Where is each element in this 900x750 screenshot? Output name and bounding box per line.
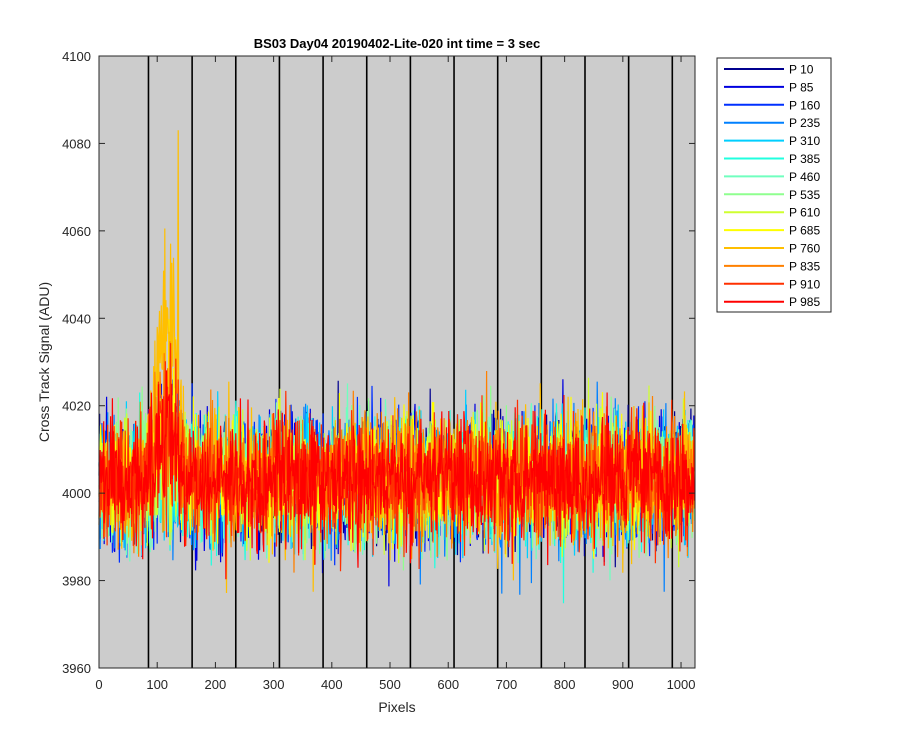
x-tick-label-4: 400 [321, 677, 343, 692]
x-tick-label-5: 500 [379, 677, 401, 692]
legend-label-p-610: P 610 [789, 206, 820, 220]
legend: P 10 P 85 P 160 P 235 P 310 P 385 P 460 P 535 P … [716, 57, 832, 313]
y-tick-label-2: 4000 [62, 486, 91, 501]
y-tick-label-0: 3960 [62, 661, 91, 676]
y-tick-labels: 3960 3980 4000 4020 4040 4060 4080 4100 [62, 49, 91, 676]
plot-background [99, 56, 695, 668]
legend-label-p-760: P 760 [789, 242, 820, 256]
legend-label-p-160: P 160 [789, 98, 820, 112]
legend-label-p-310: P 310 [789, 134, 820, 148]
x-tick-labels: 0 100 200 300 400 500 600 700 800 900 1000 [95, 677, 695, 692]
y-tick-label-7: 4100 [62, 49, 91, 64]
y-tick-label-1: 3980 [62, 574, 91, 589]
x-tick-label-3: 300 [263, 677, 285, 692]
x-axis-label: Pixels [378, 699, 415, 715]
x-tick-label-7: 700 [496, 677, 518, 692]
legend-label-p-10: P 10 [789, 63, 814, 77]
legend-label-p-535: P 535 [789, 188, 820, 202]
y-axis-label: Cross Track Signal (ADU) [36, 282, 52, 442]
vertical-markers [147, 56, 674, 668]
x-tick-label-9: 900 [612, 677, 634, 692]
x-tick-label-2: 200 [205, 677, 227, 692]
x-tick-label-10: 1000 [667, 677, 696, 692]
series-line-p-985 [98, 370, 695, 580]
legend-label-p-910: P 910 [789, 277, 820, 291]
legend-label-p-835: P 835 [789, 259, 820, 273]
y-tick-label-3: 4020 [62, 399, 91, 414]
chart-title: BS03 Day04 20190402-Lite-020 int time = … [254, 36, 541, 51]
x-tick-label-8: 800 [554, 677, 576, 692]
y-tick-label-4: 4040 [62, 311, 91, 326]
axis-ticks [98, 55, 695, 669]
legend-label-p-460: P 460 [789, 170, 820, 184]
x-tick-label-1: 100 [146, 677, 168, 692]
x-tick-label-6: 600 [437, 677, 459, 692]
x-tick-label-0: 0 [95, 677, 102, 692]
legend-label-p-235: P 235 [789, 116, 820, 130]
legend-label-p-85: P 85 [789, 80, 814, 94]
legend-box [716, 57, 832, 313]
y-tick-label-6: 4080 [62, 136, 91, 151]
plot-frame [98, 55, 696, 669]
legend-label-p-385: P 385 [789, 152, 820, 166]
legend-label-p-685: P 685 [789, 224, 820, 238]
series-lines [98, 130, 695, 604]
y-tick-label-5: 4060 [62, 224, 91, 239]
legend-label-p-985: P 985 [789, 295, 820, 309]
